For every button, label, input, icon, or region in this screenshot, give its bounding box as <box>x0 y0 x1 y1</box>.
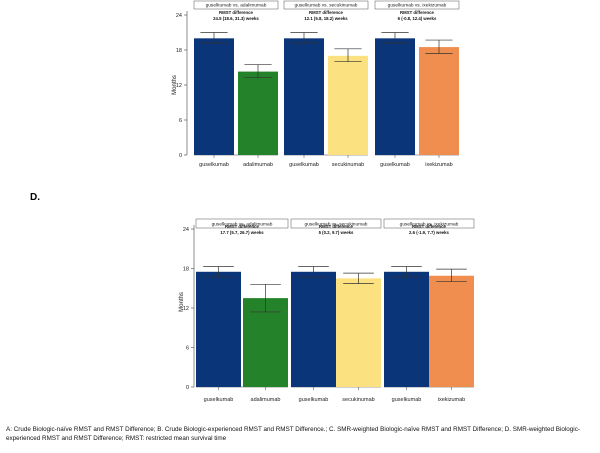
facet-header-label: guselkumab vs. adalimumab <box>212 222 273 228</box>
bar-ixekizumab <box>429 275 474 387</box>
x-category-label: ixekizumab <box>425 162 453 168</box>
x-category-label: secukinumab <box>332 162 364 168</box>
x-category-label: guselkumab <box>289 162 319 168</box>
figure-caption: A: Crude Biologic-naïve RMST and RMST Di… <box>6 426 580 442</box>
y-axis-label: Months <box>179 292 185 312</box>
bar-secukinumab <box>336 278 381 387</box>
rmst-annotation-title: RMST difference <box>309 10 344 15</box>
y-tick-label: 12 <box>183 306 189 312</box>
bar-guselkumab <box>384 271 429 387</box>
y-tick-label: 0 <box>186 385 189 391</box>
y-tick-label: 18 <box>176 48 182 54</box>
x-category-label: guselkumab <box>199 162 229 168</box>
facet-header <box>195 218 289 229</box>
rmst-annotation-value: 12.1 (5.8, 18.2) weeks <box>304 16 348 21</box>
y-tick-label: 6 <box>179 118 182 124</box>
y-tick-label: 18 <box>183 267 189 273</box>
x-category-label: guselkumab <box>392 397 422 403</box>
x-category-label: secukinumab <box>342 397 374 403</box>
y-tick-label: 12 <box>176 83 182 89</box>
facet-header <box>283 0 369 10</box>
facet-header-label: guselkumab vs. secukinumab <box>305 222 368 228</box>
facet-header <box>193 0 279 10</box>
facet-header <box>290 218 382 229</box>
bar-guselkumab <box>196 271 241 387</box>
rmst-annotation-title: RMST difference <box>412 224 447 229</box>
facet-header-label: guselkumab vs. adalimumab <box>206 3 267 9</box>
x-category-label: adalimumab <box>251 397 281 403</box>
facet-header <box>383 218 475 229</box>
facet-header-label: guselkumab vs. ixekizumab <box>388 3 447 9</box>
rmst-annotation-value: 5 (0.2, 9.7) weeks <box>319 230 354 235</box>
y-tick-label: 0 <box>179 153 182 159</box>
bar-adalimumab <box>243 298 288 387</box>
rmst-annotation-value: 6 (-0.8, 12.4) weeks <box>398 16 437 21</box>
x-category-label: adalimumab <box>243 162 273 168</box>
bar-guselkumab <box>375 38 415 156</box>
bar-guselkumab <box>291 271 336 387</box>
facet-header <box>374 0 460 10</box>
x-category-label: guselkumab <box>380 162 410 168</box>
rmst-annotation-title: RMST difference <box>400 10 435 15</box>
x-category-label: guselkumab <box>204 397 234 403</box>
y-axis-label: Months <box>172 75 178 95</box>
bar-guselkumab <box>194 38 234 156</box>
panel-d-label: D. <box>30 192 40 203</box>
facet-header-label: guselkumab vs. ixekizumab <box>400 222 459 228</box>
facet-header-label: guselkumab vs. secukinumab <box>295 3 358 9</box>
y-tick-label: 6 <box>186 346 189 352</box>
bar-guselkumab <box>284 38 324 156</box>
rmst-annotation-value: 24.5 (18.6, 31.3) weeks <box>213 16 259 21</box>
rmst-annotation-title: RMST difference <box>319 224 354 229</box>
rmst-annotation-title: RMST difference <box>225 224 260 229</box>
y-tick-label: 24 <box>183 227 189 233</box>
bar-secukinumab <box>328 55 368 156</box>
rmst-annotation-value: 2.6 (-1.9, 7.7) weeks <box>409 230 449 235</box>
y-tick-label: 24 <box>176 13 182 19</box>
bar-ixekizumab <box>419 47 459 156</box>
x-category-label: guselkumab <box>299 397 329 403</box>
x-category-label: ixekizumab <box>438 397 466 403</box>
rmst-annotation-title: RMST difference <box>219 10 254 15</box>
bar-adalimumab <box>238 71 278 155</box>
rmst-annotation-value: 17.7 (5.7, 26.7) weeks <box>220 230 264 235</box>
